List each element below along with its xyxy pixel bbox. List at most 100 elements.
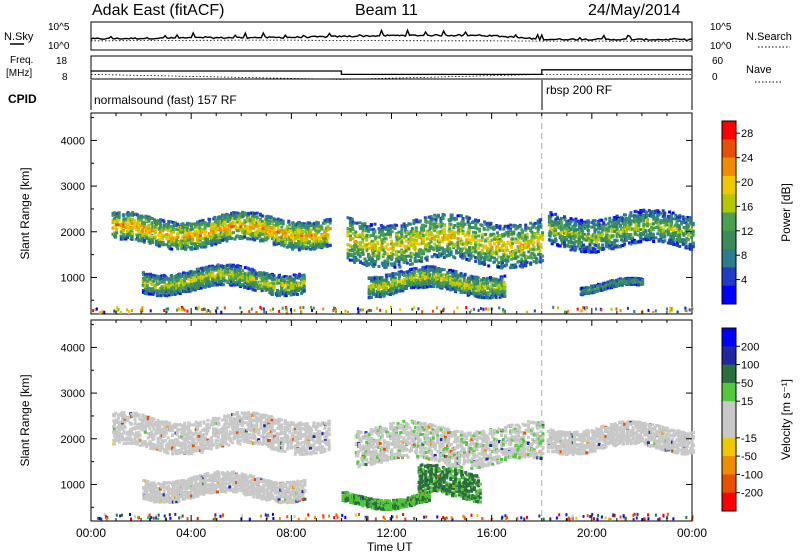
- power-panel-echo-cell: [430, 236, 434, 240]
- power-panel-echo-cell: [237, 281, 241, 285]
- power-panel-echo-cell: [493, 250, 497, 254]
- power-panel-echo-cell: [398, 242, 402, 246]
- power-panel-echo-cell: [284, 294, 288, 297]
- power-panel-echo-cell: [239, 225, 243, 229]
- power-panel-echo-cell: [272, 225, 276, 229]
- power-panel-echo-cell: [167, 229, 171, 233]
- power-panel-echo-cell: [200, 278, 204, 282]
- power-panel-echo-cell: [506, 241, 510, 245]
- power-panel-echo-cell: [388, 273, 392, 277]
- power-panel-echo-cell: [500, 246, 504, 250]
- power-panel-echo-cell: [536, 232, 540, 236]
- power-panel-echo-cell: [530, 256, 534, 260]
- power-panel-echo-cell: [244, 220, 248, 224]
- power-panel-echo-cell: [397, 278, 401, 282]
- power-panel-echo-cell: [554, 239, 558, 243]
- power-panel-echo-cell: [146, 230, 150, 234]
- power-panel-echo-cell: [385, 273, 389, 277]
- power-panel-echo-cell: [417, 255, 421, 258]
- power-panel-echo-cell: [521, 249, 524, 253]
- power-panel-echo-cell: [397, 260, 401, 264]
- power-panel-echo-cell: [451, 281, 455, 285]
- power-panel-echo-cell: [117, 219, 121, 223]
- power-panel-echo-cell: [498, 224, 502, 228]
- power-panel-echo-cell: [514, 248, 518, 252]
- power-panel-echo-cell: [266, 285, 270, 288]
- power-panel-echo-cell: [414, 235, 418, 239]
- power-panel-echo-cell: [239, 272, 243, 276]
- power-panel-echo-cell: [151, 273, 155, 277]
- power-panel-echo-cell: [450, 231, 454, 235]
- power-panel-echo-cell: [292, 290, 296, 293]
- power-panel-echo-cell: [420, 256, 424, 260]
- power-panel-echo-cell: [422, 252, 425, 256]
- power-panel-echo-cell: [170, 234, 174, 238]
- power-panel-echo-cell: [312, 240, 316, 244]
- power-panel-echo-cell: [521, 265, 524, 269]
- power-panel-echo-cell: [433, 242, 437, 246]
- power-panel-echo-cell: [220, 279, 223, 283]
- power-panel-echo-cell: [451, 287, 455, 291]
- power-panel-echo-cell: [348, 221, 352, 225]
- power-panel-echo-cell: [214, 274, 217, 278]
- power-panel-echo-cell: [409, 244, 413, 248]
- power-panel-echo-cell: [280, 287, 283, 291]
- power-panel-echo-cell: [470, 226, 474, 229]
- power-panel-echo-cell: [127, 212, 131, 216]
- power-panel-echo-cell: [451, 278, 455, 282]
- power-panel-echo-cell: [384, 232, 388, 236]
- power-panel-echo-cell: [432, 272, 436, 275]
- power-panel-echo-cell: [239, 278, 243, 282]
- power-panel-echo-cell: [451, 283, 455, 286]
- power-panel-echo-cell: [513, 240, 517, 244]
- power-panel-echo-cell: [208, 234, 211, 238]
- power-panel-echo-cell: [239, 283, 243, 287]
- power-panel-echo-cell: [131, 226, 135, 230]
- power-panel-echo-cell: [159, 225, 162, 229]
- power-panel-echo-cell: [476, 276, 480, 280]
- power-panel-echo-cell: [130, 232, 134, 236]
- power-panel-echo-cell: [477, 234, 481, 238]
- power-panel-echo-cell: [447, 252, 451, 256]
- power-panel-echo-cell: [259, 228, 262, 232]
- power-panel-echo-cell: [506, 259, 510, 263]
- power-panel-echo-cell: [260, 214, 264, 218]
- power-panel-echo-cell: [142, 239, 146, 242]
- power-panel-echo-cell: [260, 279, 264, 283]
- power-panel-echo-cell: [286, 280, 290, 284]
- power-panel-echo-cell: [246, 275, 250, 279]
- power-panel-echo-cell: [460, 249, 463, 253]
- power-panel-echo-cell: [500, 283, 504, 287]
- power-panel-echo-cell: [219, 230, 223, 234]
- power-panel-echo-cell: [250, 271, 254, 275]
- power-panel-echo-cell: [379, 238, 383, 242]
- power-panel-echo-cell: [450, 242, 454, 246]
- power-panel-echo-cell: [497, 261, 501, 265]
- power-panel-echo-cell: [275, 220, 279, 224]
- power-panel-echo-cell: [493, 235, 497, 238]
- power-panel-echo-cell: [539, 236, 543, 239]
- power-panel-echo-cell: [377, 250, 381, 254]
- power-panel-echo-cell: [377, 253, 381, 257]
- power-panel-echo-cell: [259, 223, 262, 227]
- power-panel-echo-cell: [204, 230, 208, 234]
- power-panel-echo-cell: [173, 221, 177, 225]
- power-panel-echo-cell: [462, 275, 466, 278]
- power-panel-echo-cell: [127, 227, 131, 231]
- power-panel-echo-cell: [208, 222, 211, 226]
- power-panel-echo-cell: [506, 224, 510, 228]
- power-panel-echo-cell: [371, 257, 375, 261]
- power-panel-echo-cell: [486, 247, 490, 251]
- power-panel-echo-cell: [259, 232, 262, 236]
- power-panel-echo-cell: [269, 220, 273, 224]
- power-panel-echo-cell: [495, 252, 499, 256]
- power-panel-echo-cell: [486, 296, 489, 300]
- power-panel-echo-cell: [277, 222, 281, 225]
- power-panel-echo-cell: [122, 233, 126, 236]
- power-panel-echo-cell: [157, 244, 161, 248]
- power-panel-echo-cell: [432, 217, 436, 221]
- power-panel-echo-cell: [147, 223, 151, 227]
- power-panel-echo-cell: [252, 217, 255, 221]
